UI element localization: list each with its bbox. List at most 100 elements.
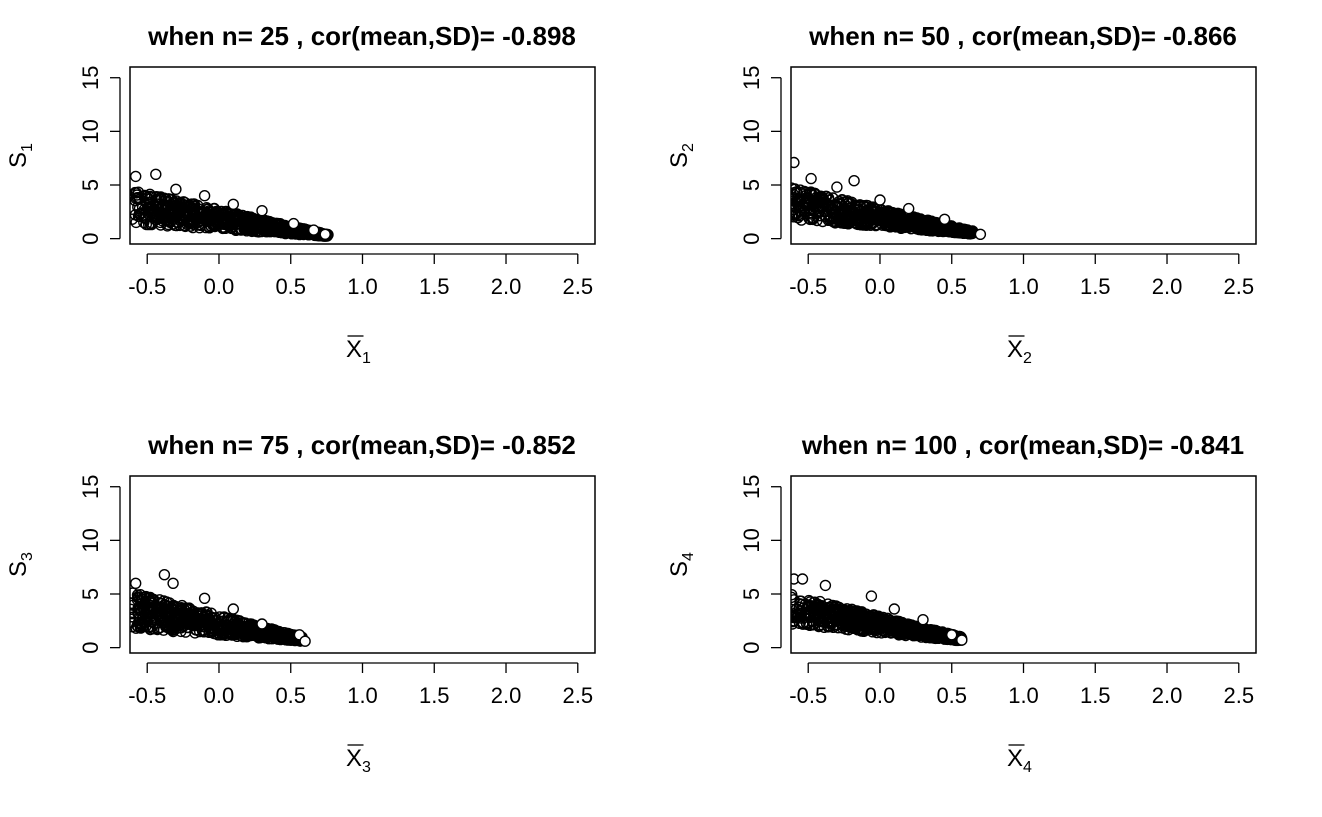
data-point: [130, 213, 138, 225]
data-point: [874, 194, 886, 206]
data-point: [287, 217, 300, 230]
x-axis-subscript: 2: [1023, 350, 1032, 367]
y-tick-label: 10: [739, 119, 764, 143]
data-point: [172, 619, 184, 631]
data-point: [205, 618, 218, 631]
y-axis-title: S2: [666, 143, 697, 168]
y-tick-label: 15: [739, 474, 764, 498]
scatter-panel-2: when n= 50 , cor(mean,SD)= -0.866 -0.5 0.…: [666, 21, 1257, 367]
points-layer: [791, 156, 987, 241]
y-axis-subscript: 4: [680, 552, 697, 561]
points-layer: [791, 573, 968, 647]
data-point: [893, 627, 906, 640]
x-tick-label: 1.5: [1080, 274, 1111, 299]
data-point: [849, 605, 862, 617]
data-point: [892, 621, 904, 634]
x-tick-label: 0.5: [936, 683, 967, 708]
data-point: [227, 198, 240, 211]
data-point: [862, 199, 874, 212]
data-point: [884, 220, 896, 232]
data-point: [798, 205, 811, 217]
x-axis-symbol: X: [1007, 745, 1023, 772]
y-axis-symbol: S: [666, 152, 693, 168]
data-point: [902, 202, 915, 215]
data-point: [854, 199, 866, 211]
data-point: [184, 220, 197, 232]
data-point: [211, 620, 223, 633]
x-tick-label: 1.0: [347, 683, 378, 708]
data-point: [166, 618, 178, 630]
data-point: [132, 210, 145, 222]
data-point: [793, 617, 806, 630]
data-point: [175, 612, 187, 625]
y-axis-symbol: S: [5, 561, 32, 577]
data-point: [888, 603, 901, 615]
data-point: [849, 217, 861, 229]
x-tick-label: 0.0: [865, 683, 896, 708]
x-axis-subscript: 3: [362, 759, 371, 776]
x-axis-title: X4: [1007, 745, 1032, 776]
data-point: [279, 631, 292, 644]
data-point: [814, 193, 827, 205]
data-point: [297, 227, 310, 240]
x-tick-label: 2.5: [562, 274, 593, 299]
x-axis: -0.5 0.0 0.5 1.0 1.5 2.0 2.5: [128, 662, 593, 708]
data-point: [155, 597, 168, 610]
data-point: [253, 215, 265, 228]
data-point: [819, 579, 832, 592]
panel-title: when n= 75 , cor(mean,SD)= -0.852: [147, 430, 576, 460]
x-tick-label: 2.5: [562, 683, 593, 708]
scatter-panel-4: when n= 100 , cor(mean,SD)= -0.841 -0.5 0…: [666, 430, 1257, 776]
data-point: [227, 603, 240, 615]
data-point: [229, 219, 241, 231]
data-point: [849, 610, 862, 622]
data-point: [837, 207, 850, 219]
x-tick-label: -0.5: [128, 683, 166, 708]
data-point: [220, 629, 232, 642]
data-point: [130, 170, 142, 183]
data-point: [247, 626, 260, 639]
data-point: [174, 219, 186, 232]
data-point: [211, 215, 223, 228]
data-point: [869, 617, 882, 630]
y-axis: 0 5 10 15: [739, 474, 782, 654]
data-point: [203, 222, 216, 234]
data-point: [204, 613, 216, 625]
y-tick-label: 15: [739, 65, 764, 89]
data-point: [186, 613, 199, 625]
x-tick-label: 1.5: [1080, 683, 1111, 708]
data-point: [794, 595, 806, 607]
y-tick-label: 15: [78, 65, 103, 89]
y-tick-label: 0: [739, 233, 764, 245]
x-tick-label: 1.0: [1008, 274, 1039, 299]
data-point: [917, 613, 929, 626]
x-tick-label: 1.0: [347, 274, 378, 299]
data-point: [194, 214, 207, 227]
data-point: [228, 621, 241, 633]
data-point: [924, 631, 936, 644]
points-layer: [130, 568, 311, 647]
x-tick-label: 0.0: [865, 274, 896, 299]
data-point: [826, 615, 838, 627]
data-point: [250, 214, 263, 226]
data-point: [814, 618, 826, 631]
x-tick-label: 2.5: [1223, 274, 1254, 299]
data-point: [873, 206, 885, 218]
data-point: [146, 593, 158, 606]
data-point: [151, 623, 164, 636]
data-point: [791, 197, 799, 210]
data-point: [903, 214, 916, 226]
data-point: [319, 228, 331, 241]
data-point: [251, 221, 263, 234]
data-point: [796, 573, 809, 585]
data-point: [152, 191, 164, 203]
data-point: [835, 213, 848, 226]
y-axis: 0 5 10 15: [78, 474, 121, 654]
data-point: [913, 223, 926, 235]
panel-title: when n= 50 , cor(mean,SD)= -0.866: [808, 21, 1237, 51]
y-tick-label: 5: [739, 179, 764, 191]
data-point: [264, 630, 277, 643]
y-axis-title: S3: [5, 552, 36, 577]
data-point: [264, 219, 276, 231]
data-point: [233, 619, 246, 631]
